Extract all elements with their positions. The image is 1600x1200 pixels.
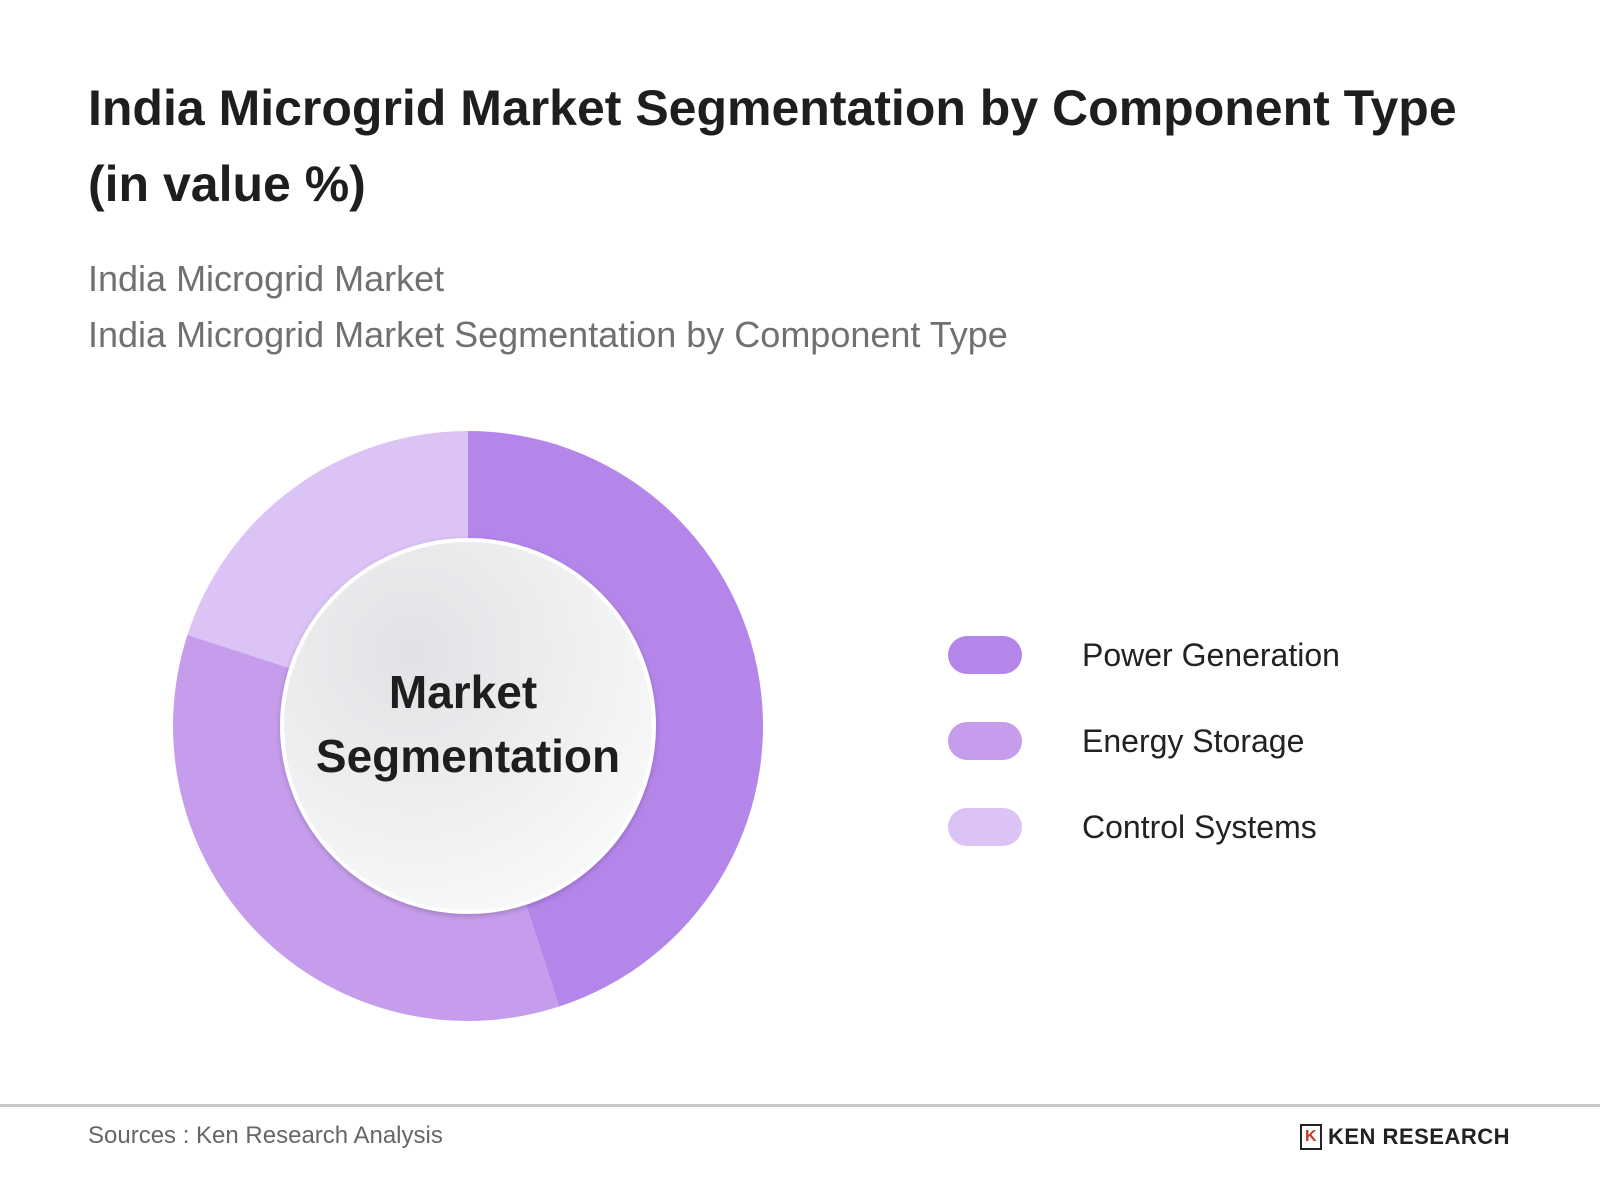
subtitle-market: India Microgrid Market [88,258,445,299]
center-label-line2: Segmentation [316,730,620,782]
chart-title: India Microgrid Market Segmentation by C… [88,80,1457,212]
legend-label: Energy Storage [1082,722,1305,759]
legend-label: Control Systems [1082,808,1317,845]
legend: Power Generation Energy Storage Control … [948,612,1340,870]
slice-control-systems [187,431,468,680]
slice-energy-storage [172,634,560,1021]
legend-item-control-systems: Control Systems [948,784,1340,870]
footer-divider [0,1104,1600,1107]
legend-item-energy-storage: Energy Storage [948,698,1340,784]
logo-k-icon: K [1300,1124,1322,1150]
legend-item-power-generation: Power Generation [948,612,1340,698]
donut-center [280,538,656,914]
legend-swatch [948,636,1022,674]
ken-research-logo: K KEN RESEARCH [1300,1124,1510,1150]
center-label-line1: Market [389,666,537,718]
legend-swatch [948,808,1022,846]
logo-text: KEN RESEARCH [1328,1124,1511,1149]
legend-swatch [948,722,1022,760]
subtitle-segmentation: India Microgrid Market Segmentation by C… [88,314,1008,355]
legend-label: Power Generation [1082,636,1340,673]
source-note: Sources : Ken Research Analysis [88,1122,443,1149]
